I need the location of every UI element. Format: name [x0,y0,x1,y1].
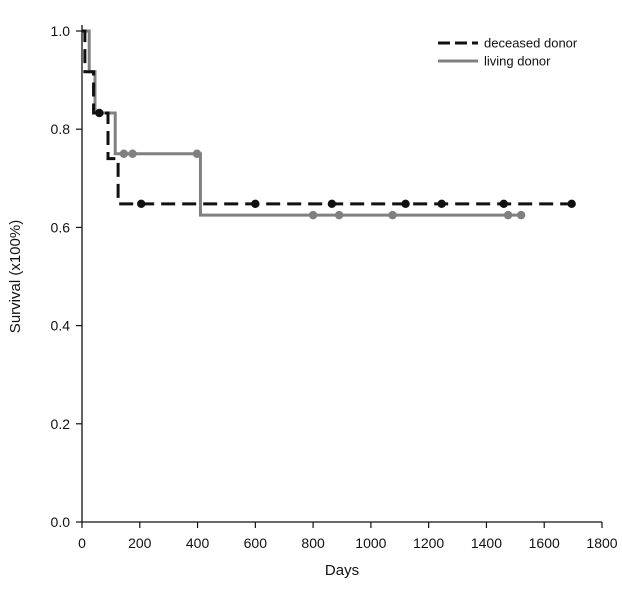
y-tick-label: 1.0 [51,23,71,39]
x-tick-label: 600 [244,535,268,551]
censor-point-deceased-donor [437,199,446,209]
x-tick-label: 1400 [471,535,502,551]
censor-point-living-donor [119,149,129,158]
censor-point-living-donor [128,149,137,158]
censor-point-living-donor [516,210,526,220]
y-tick-label: 0.0 [51,514,71,530]
censor-point-living-donor [388,210,397,220]
x-tick-label: 1200 [413,535,444,551]
series-line-living-donor [82,29,523,217]
legend-label: deceased donor [484,36,578,51]
x-tick-label: 1600 [529,535,560,551]
x-tick-label: 0 [78,535,86,551]
y-axis-title: Survival (x100%) [7,220,24,333]
censor-point-deceased-donor [567,199,576,209]
x-tick-label: 400 [186,535,210,551]
series-layer [82,29,576,220]
censor-point-deceased-donor [401,199,410,209]
x-axis-title: Days [325,562,359,579]
censor-point-deceased-donor [327,199,337,209]
legend-label: living donor [484,54,551,69]
censor-point-deceased-donor [137,199,146,209]
censor-point-deceased-donor [95,108,104,118]
censor-point-living-donor [334,210,344,220]
series-line-deceased-donor [82,29,574,206]
censor-point-living-donor [503,210,513,220]
axes-layer: 0 200 400 600 800 1000 1200 1400 1600 1800 0.0 0.2 0… [51,23,618,551]
x-tick-label: 200 [128,535,152,551]
x-tick-label: 1800 [586,535,617,551]
y-tick-label: 0.2 [51,416,71,432]
x-tick-label: 1000 [355,535,386,551]
y-tick-label: 0.6 [51,219,71,235]
legend: deceased donor living donor [438,36,578,69]
y-tick-label: 0.8 [51,121,71,137]
x-tick-label: 800 [301,535,325,551]
censor-point-living-donor [192,149,202,158]
censor-point-deceased-donor [251,199,260,209]
censor-point-living-donor [308,210,318,220]
censor-point-deceased-donor [499,199,508,209]
y-tick-label: 0.4 [51,318,71,334]
